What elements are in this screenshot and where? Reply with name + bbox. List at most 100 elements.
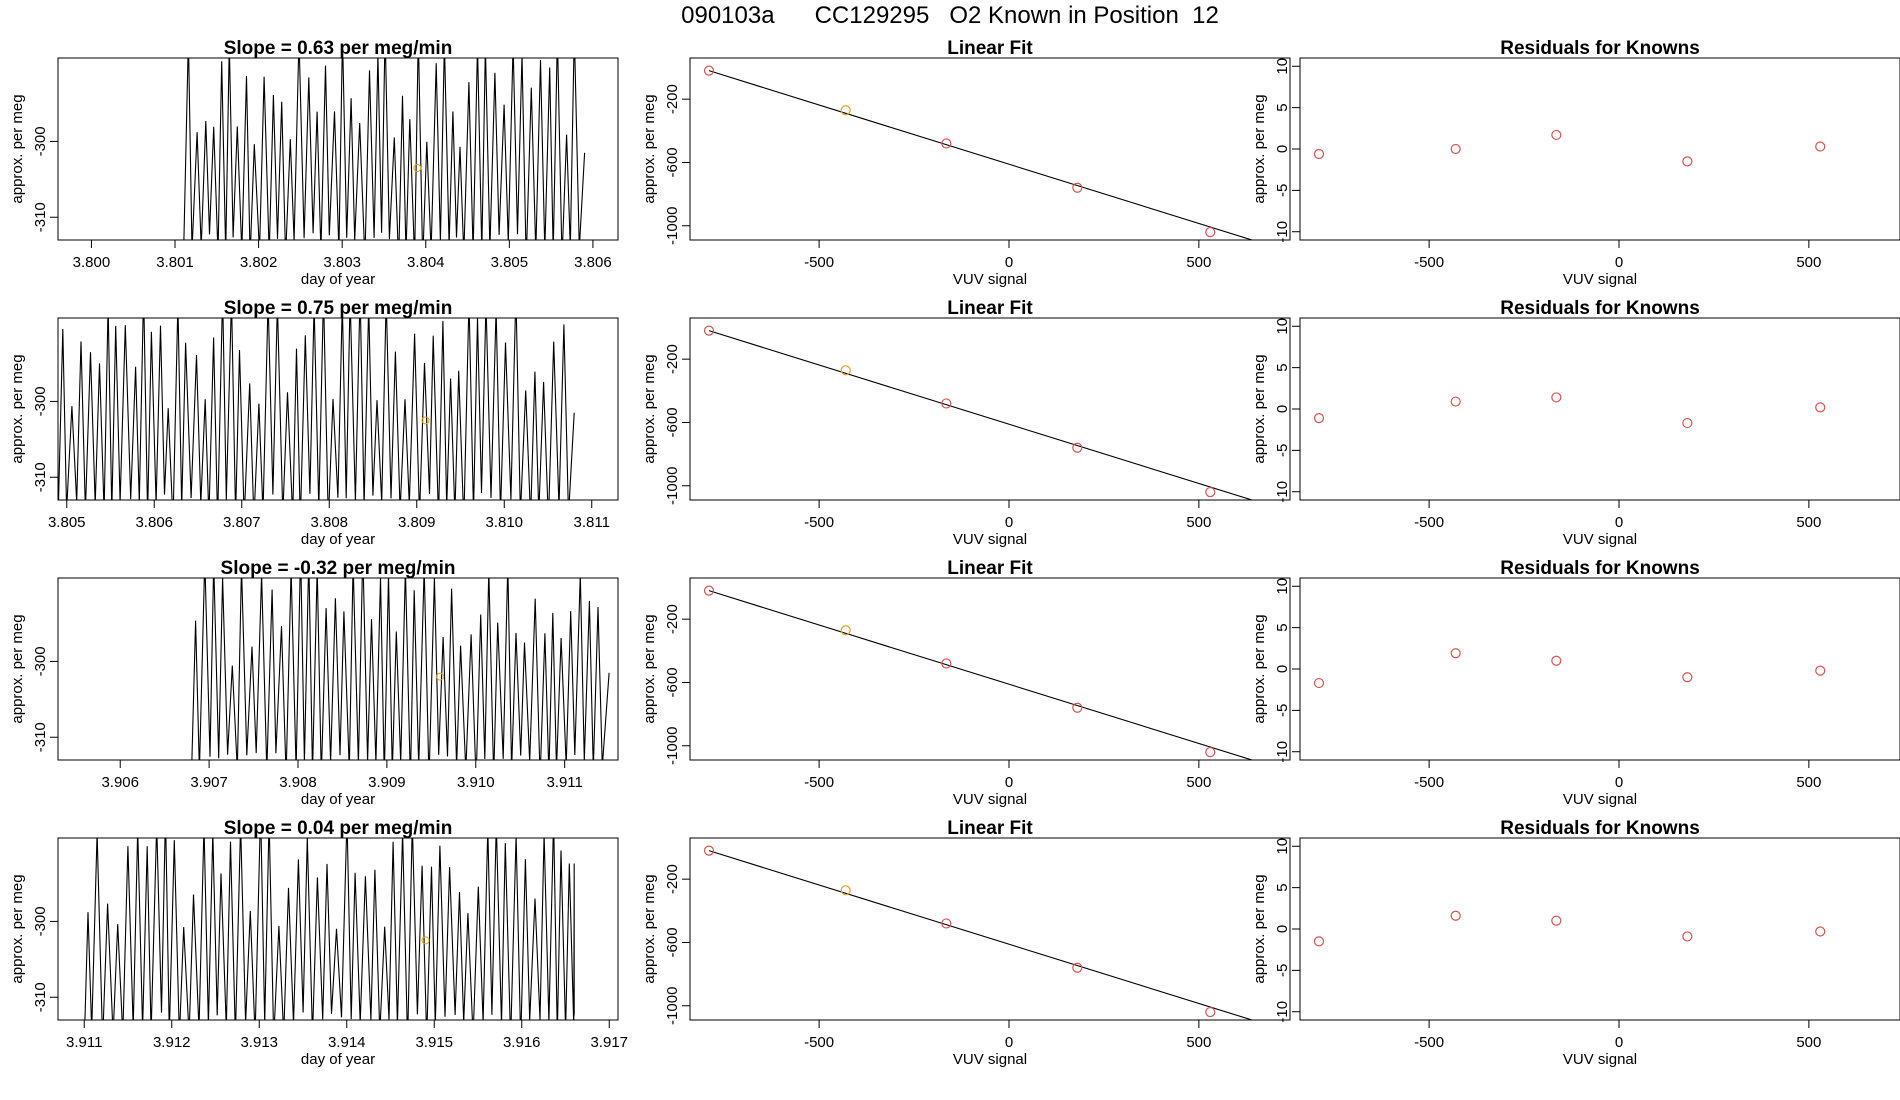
y-tick-label: -310 (32, 462, 49, 492)
x-tick-label: 3.807 (223, 514, 261, 531)
y-tick-label: -600 (664, 927, 681, 957)
data-point (1551, 129, 1562, 141)
data-point (1313, 148, 1325, 160)
x-tick-label: 3.801 (156, 254, 194, 271)
data-point (1313, 413, 1325, 424)
y-tick-label: -600 (664, 407, 681, 437)
fit-panel-2: Linear Fit -500 0 500 -200 -600 -1000 VUV signa… (641, 298, 1291, 548)
panel-title: Residuals for Knowns (1500, 298, 1700, 319)
x-tick-label: 3.906 (101, 774, 139, 791)
x-axis-label: VUV signal (1563, 531, 1637, 548)
residuals-panel-2: Residuals for Knowns -500 0 500 10 5 0 -5 -10 VUV… (1251, 298, 1900, 548)
plot-frame (689, 317, 1291, 501)
residuals-panel-3: Residuals for Knowns -500 0 500 10 5 0 -5 -10 VUV… (1251, 558, 1900, 808)
y-tick-label: 10 (1274, 838, 1291, 855)
y-tick-label: -600 (664, 667, 681, 697)
x-axis-label: VUV signal (953, 1051, 1027, 1068)
panel-title: Linear Fit (947, 818, 1033, 839)
residuals-panel-1: Residuals for Knowns -500 0 500 10 5 0 -5 -10 VUV… (1251, 38, 1900, 288)
data-point (1815, 926, 1826, 937)
x-tick-label: 3.912 (153, 1034, 191, 1051)
highlight-point (421, 936, 430, 945)
highlight-point (413, 163, 422, 172)
x-tick-label: 500 (1186, 774, 1211, 791)
panel-title: Slope = 0.75 per meg/min (224, 298, 453, 319)
x-tick-label: 3.914 (328, 1034, 366, 1051)
x-tick-label: 3.803 (323, 254, 361, 271)
y-tick-label: 5 (1274, 623, 1291, 631)
data-point (1815, 665, 1826, 676)
timeseries-panel-3: Slope = -0.32 per meg/min 3.906 3.907 3.908… (9, 558, 619, 808)
data-point (1551, 392, 1562, 403)
data-point (1682, 931, 1693, 942)
y-tick-label: 5 (1274, 883, 1291, 891)
x-tick-label: 3.907 (190, 774, 228, 791)
data-point (1205, 226, 1216, 238)
fit-line (708, 70, 1254, 240)
data-point (703, 325, 715, 336)
y-tick-label: -300 (32, 906, 49, 936)
data-point (703, 845, 715, 856)
x-axis-label: day of year (301, 271, 375, 288)
panel-title: Linear Fit (947, 558, 1033, 579)
fit-panel-1: Linear Fit -500 0 500 -200 -600 -1000 VUV signa… (641, 38, 1291, 288)
x-tick-label: -500 (804, 514, 834, 531)
x-tick-label: -500 (1414, 514, 1444, 531)
y-tick-label: -1000 (664, 467, 681, 505)
y-tick-label: -300 (32, 386, 49, 416)
y-axis-label: approx. per meg (1251, 614, 1268, 723)
x-tick-label: 3.911 (546, 774, 582, 791)
y-axis-label: approx. per meg (1251, 874, 1268, 983)
panel-title: Slope = -0.32 per meg/min (221, 558, 456, 579)
data-point (1551, 915, 1562, 926)
y-tick-label: 10 (1274, 318, 1291, 335)
timeseries-panel-1: Slope = 0.63 per meg/min 3.800 3.801 3.802 3… (9, 38, 619, 288)
data-point (840, 105, 851, 116)
x-tick-label: 500 (1186, 1034, 1211, 1051)
signal-trace (191, 578, 610, 760)
x-tick-label: 500 (1796, 774, 1821, 791)
plot-frame (57, 837, 619, 1021)
signal-trace (58, 318, 575, 500)
y-tick-label: 5 (1274, 103, 1291, 111)
data-point (840, 885, 851, 896)
y-tick-label: -10 (1274, 221, 1291, 243)
x-tick-label: 3.806 (574, 254, 612, 271)
data-point (1682, 156, 1693, 167)
y-tick-label: -5 (1274, 444, 1291, 457)
x-tick-label: 3.805 (491, 254, 529, 271)
y-tick-label: 10 (1274, 578, 1291, 595)
y-tick-label: -300 (32, 646, 49, 676)
y-axis-label: approx. per meg (641, 354, 658, 463)
y-tick-label: 5 (1274, 363, 1291, 371)
x-tick-label: 3.800 (73, 254, 111, 271)
data-point (1072, 962, 1083, 973)
x-tick-label: 3.909 (368, 774, 406, 791)
y-axis-label: approx. per meg (641, 614, 658, 723)
y-tick-label: 0 (1274, 665, 1291, 673)
plot-frame (57, 577, 619, 761)
panel-title: Slope = 0.04 per meg/min (224, 818, 453, 839)
highlight-point (421, 416, 430, 425)
y-tick-label: -5 (1274, 184, 1291, 197)
y-tick-label: -10 (1274, 481, 1291, 503)
x-tick-label: 3.916 (503, 1034, 541, 1051)
data-point (1450, 396, 1461, 407)
data-point (1815, 402, 1826, 413)
x-tick-label: 0 (1005, 774, 1013, 791)
x-tick-label: 500 (1796, 254, 1821, 271)
x-tick-label: 3.806 (135, 514, 173, 531)
y-axis-label: approx. per meg (9, 354, 26, 463)
x-tick-label: 0 (1615, 254, 1623, 271)
x-tick-label: -500 (804, 1034, 834, 1051)
timeseries-panel-2: Slope = 0.75 per meg/min 3.805 3.806 3.807 3… (9, 298, 619, 548)
data-point (1551, 655, 1562, 666)
fit-panel-4: Linear Fit -500 0 500 -200 -600 -1000 VUV signa… (641, 818, 1291, 1068)
data-point (1072, 182, 1083, 193)
y-tick-label: -5 (1274, 704, 1291, 717)
y-tick-label: -300 (32, 126, 49, 156)
x-axis-label: VUV signal (953, 531, 1027, 548)
data-point (1450, 648, 1461, 659)
x-tick-label: 3.804 (407, 254, 445, 271)
